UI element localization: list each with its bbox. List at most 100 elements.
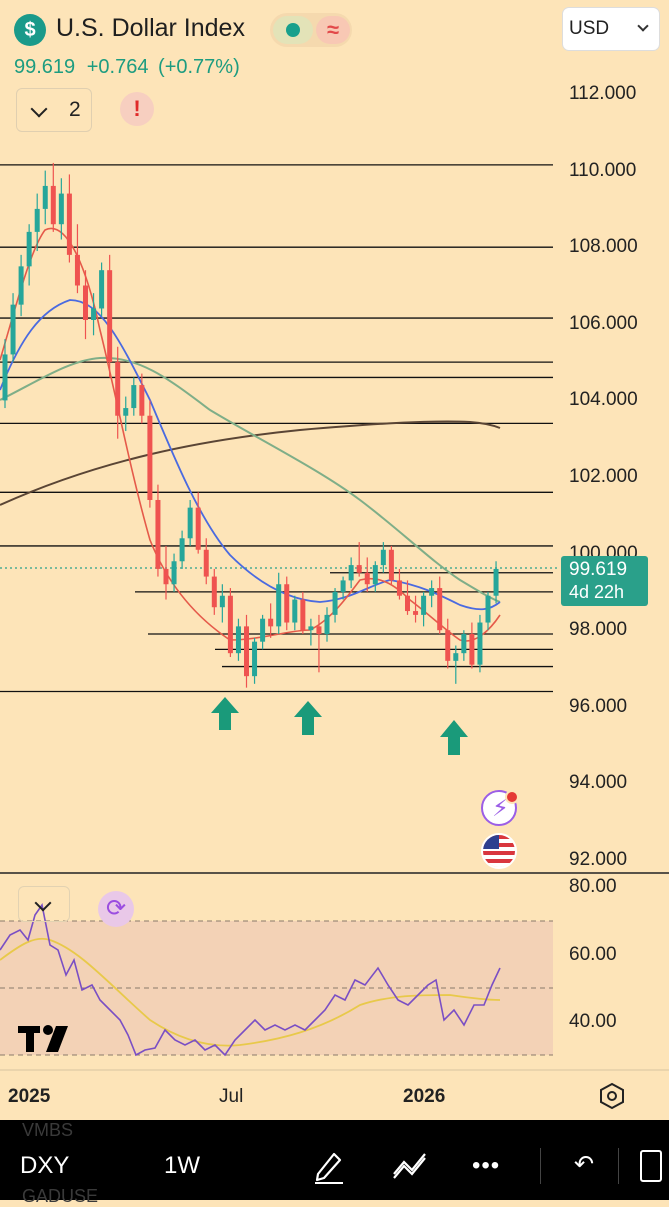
price-chart[interactable] [0, 0, 669, 1120]
symbol-title[interactable]: U.S. Dollar Index [56, 14, 245, 42]
price-axis-label: 110.000 [569, 159, 637, 181]
candlestick [316, 614, 322, 673]
candlestick [260, 614, 266, 650]
candlesticks [2, 162, 499, 688]
candlestick [396, 568, 402, 600]
candlestick [34, 193, 40, 252]
ma-10-line [0, 227, 501, 642]
candlestick [74, 224, 80, 294]
us-flag-events-button[interactable] [481, 833, 517, 869]
candlestick [244, 614, 249, 688]
candlestick [477, 614, 483, 673]
undo-icon[interactable]: ↶ [574, 1151, 595, 1178]
candlestick [252, 637, 258, 684]
fullscreen-icon[interactable] [640, 1150, 662, 1182]
price-change-line: 99.619 +0.764 (+0.77%) [14, 56, 240, 79]
time-label-2025: 2025 [8, 1086, 51, 1107]
candlestick [469, 622, 475, 669]
candlestick [235, 618, 241, 661]
candlestick [91, 293, 97, 336]
candlestick [171, 553, 177, 592]
price-axis-label: 94.000 [569, 772, 628, 794]
candlestick [308, 618, 314, 646]
candlestick [268, 603, 274, 638]
last-price-value: 99.619 [569, 559, 628, 580]
price-axis-label: 98.000 [569, 619, 628, 641]
candlestick [163, 545, 169, 600]
rsi-collapse-button[interactable] [18, 886, 70, 922]
candlestick [50, 162, 56, 232]
indicators-icon[interactable] [392, 1150, 428, 1180]
alert-exclamation-icon[interactable]: ! [120, 92, 154, 126]
tradingview-logo-icon [18, 1025, 68, 1052]
price-axis-label: 96.000 [569, 695, 628, 717]
candlestick [131, 377, 137, 416]
ghost-symbol-top: VMBS [22, 1120, 74, 1140]
candlestick [219, 584, 225, 623]
ma-50-line [0, 356, 501, 603]
candlestick [139, 373, 145, 424]
candlestick [372, 561, 378, 592]
candlestick [421, 591, 427, 627]
more-options-icon[interactable]: ••• [472, 1152, 501, 1179]
candlestick [66, 174, 72, 263]
bar-countdown: 4d 22h [569, 582, 625, 602]
candlestick [227, 588, 233, 658]
candlestick [195, 492, 201, 554]
flash-news-button[interactable]: ⚡ [481, 790, 519, 826]
candlestick [155, 484, 161, 577]
candlestick [356, 542, 362, 577]
indicators-toggle-button[interactable]: 2 [16, 88, 92, 132]
lightning-icon: ⚡ [492, 795, 509, 822]
interval-button[interactable]: 1W [164, 1152, 200, 1179]
up-arrow-icon [211, 697, 239, 730]
candlestick [332, 588, 338, 623]
notification-dot [505, 790, 519, 804]
market-status-pill[interactable]: ≈ [270, 13, 352, 47]
bottom-toolbar: VMBS GADUSE DXY 1W ••• ↶ [0, 1120, 669, 1206]
price-axis-label: 102.000 [569, 466, 638, 487]
settings-hexagon-icon[interactable] [598, 1082, 626, 1110]
candlestick [42, 170, 48, 225]
ma-200-line [0, 420, 501, 506]
time-label-jul: Jul [219, 1086, 244, 1107]
candlestick [26, 224, 32, 286]
candlestick [203, 538, 209, 585]
candlestick [147, 400, 153, 508]
rsi-ma-line [0, 937, 501, 1047]
candlestick [437, 576, 443, 635]
rsi-axis-label: 80.00 [569, 876, 617, 897]
candlestick [2, 339, 8, 409]
candlestick [292, 595, 298, 631]
pen-drawing-icon[interactable] [312, 1148, 346, 1184]
candlestick [445, 618, 451, 669]
candlestick [405, 580, 410, 615]
toolbar-separator [618, 1148, 619, 1184]
candlestick [187, 499, 193, 546]
candlestick [276, 572, 282, 635]
candlestick [123, 396, 129, 432]
currency-select[interactable]: USD [562, 7, 660, 51]
candlestick [388, 545, 394, 585]
candlestick [284, 576, 290, 631]
candlestick [364, 557, 370, 592]
indicator-count: 2 [69, 98, 81, 121]
price-axis-label: 106.000 [569, 312, 638, 334]
candlestick [107, 254, 113, 378]
symbol-button[interactable]: DXY [20, 1152, 70, 1179]
refresh-icon[interactable]: ⟳ [98, 891, 134, 927]
candlestick [340, 576, 346, 600]
ghost-symbol-bottom: GADUSE [22, 1186, 99, 1206]
candlestick [324, 607, 330, 642]
candlestick [99, 262, 105, 317]
price-axis-label: 104.000 [569, 389, 638, 411]
market-open-indicator [273, 16, 313, 44]
time-label-2026: 2026 [403, 1086, 446, 1107]
rsi-axis-label: 40.00 [569, 1011, 617, 1032]
candlestick [429, 580, 435, 608]
candlestick [300, 591, 306, 635]
chevron-down-icon [34, 894, 52, 912]
price-axis-label: 92.000 [569, 849, 628, 870]
horizontal-levels [0, 164, 553, 693]
price-change-percent: (+0.77%) [158, 56, 240, 78]
